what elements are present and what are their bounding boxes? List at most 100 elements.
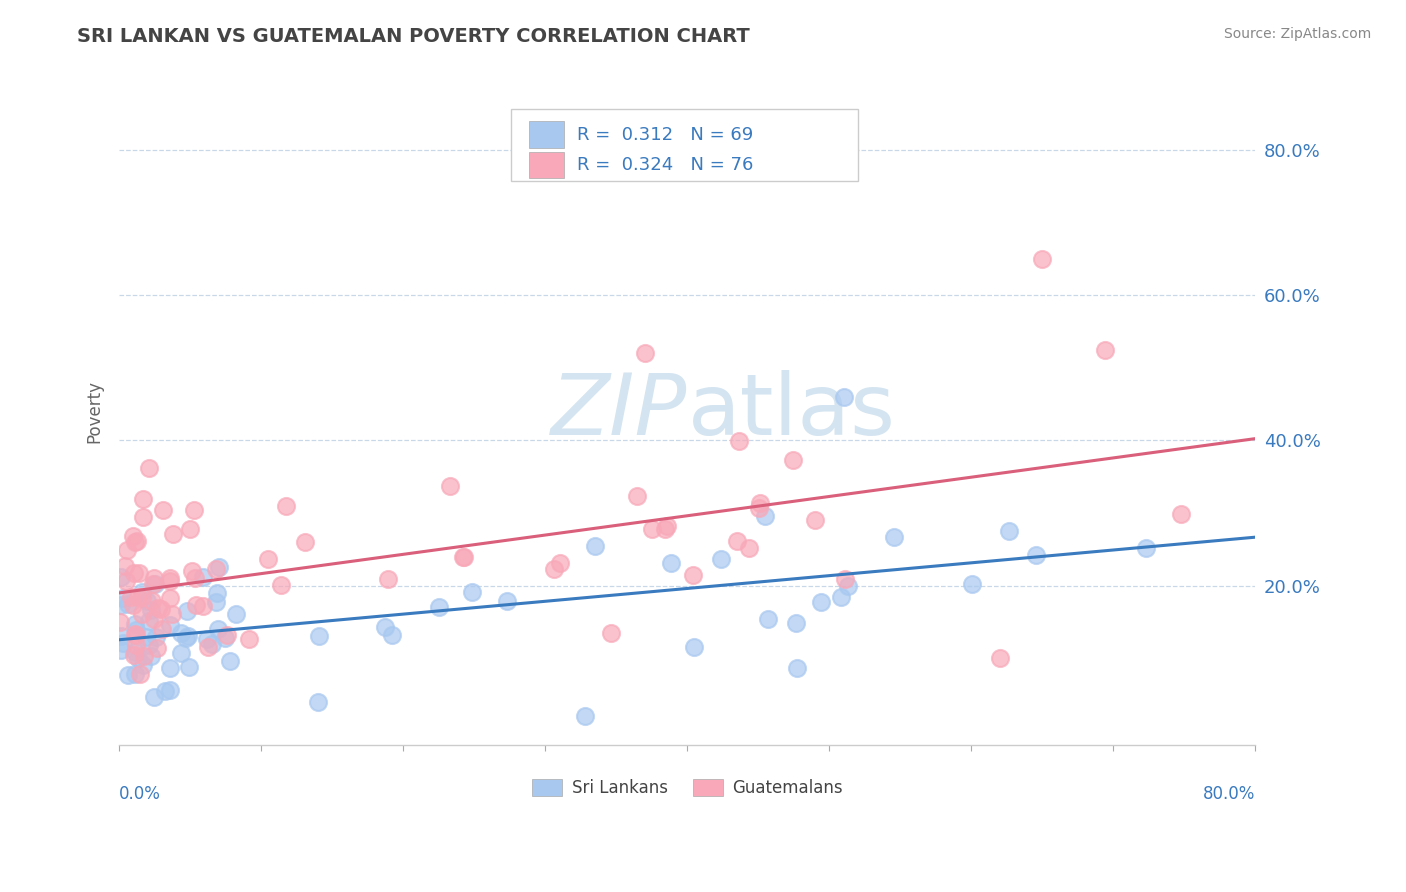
Point (738, 541, 761, 555)
Point (176, 605, 198, 619)
Point (170, 646, 193, 660)
Point (159, 661, 181, 675)
Point (207, 622, 229, 636)
Point (124, 535, 146, 549)
Point (159, 591, 181, 606)
Point (139, 603, 162, 617)
Point (114, 558, 136, 573)
Point (1025, 548, 1047, 562)
Point (131, 590, 153, 604)
Point (883, 530, 905, 544)
Point (1135, 541, 1157, 555)
Point (177, 660, 200, 674)
FancyBboxPatch shape (530, 152, 564, 178)
Point (238, 632, 260, 646)
Point (129, 667, 152, 681)
Point (710, 552, 733, 566)
Point (117, 543, 139, 558)
Point (654, 522, 676, 536)
Point (204, 562, 226, 576)
Point (381, 628, 404, 642)
Point (197, 640, 219, 655)
Point (270, 577, 292, 591)
Point (141, 594, 163, 608)
Text: atlas: atlas (688, 370, 896, 453)
Point (543, 562, 565, 576)
Point (114, 574, 136, 588)
Point (1094, 343, 1116, 357)
Point (159, 617, 181, 632)
Point (142, 577, 165, 591)
Point (159, 571, 181, 585)
Point (214, 631, 236, 645)
Point (132, 657, 155, 672)
Point (125, 628, 148, 642)
FancyBboxPatch shape (512, 109, 858, 181)
Point (294, 534, 316, 549)
Point (439, 479, 461, 493)
Point (785, 616, 807, 631)
Point (183, 571, 205, 585)
Point (988, 651, 1011, 665)
Point (641, 522, 664, 536)
Point (160, 607, 183, 621)
Text: Source: ZipAtlas.com: Source: ZipAtlas.com (1223, 27, 1371, 41)
Y-axis label: Poverty: Poverty (86, 380, 103, 442)
Point (127, 651, 149, 665)
Point (132, 510, 155, 524)
Point (162, 526, 184, 541)
Point (143, 571, 166, 585)
Point (832, 390, 855, 404)
Point (225, 607, 247, 621)
Point (128, 566, 150, 580)
Point (373, 620, 395, 634)
Point (122, 566, 145, 580)
Point (308, 629, 330, 643)
Point (307, 695, 329, 709)
Point (108, 615, 131, 629)
Point (191, 599, 214, 613)
Point (810, 595, 832, 609)
Point (120, 591, 142, 605)
Text: R =  0.324   N = 76: R = 0.324 N = 76 (578, 156, 754, 174)
Point (122, 648, 145, 662)
Point (830, 590, 852, 604)
Point (110, 629, 132, 643)
Point (139, 648, 162, 663)
Point (834, 572, 856, 586)
Point (748, 501, 770, 516)
Point (728, 434, 751, 448)
Text: SRI LANKAN VS GUATEMALAN POVERTY CORRELATION CHART: SRI LANKAN VS GUATEMALAN POVERTY CORRELA… (77, 27, 749, 45)
Point (453, 549, 475, 564)
Point (682, 568, 704, 582)
Point (131, 607, 153, 622)
Point (181, 564, 204, 578)
Point (110, 570, 132, 584)
Point (215, 628, 238, 642)
Legend: Sri Lankans, Guatemalans: Sri Lankans, Guatemalans (524, 772, 849, 804)
Point (111, 591, 134, 605)
Point (626, 489, 648, 503)
Point (131, 584, 153, 599)
Point (174, 631, 197, 645)
Point (124, 644, 146, 658)
Point (218, 654, 240, 668)
Point (159, 574, 181, 589)
Point (179, 522, 201, 536)
Point (127, 590, 149, 604)
Point (110, 643, 132, 657)
Point (146, 640, 169, 655)
Point (461, 585, 484, 599)
Point (756, 611, 779, 625)
Point (453, 550, 475, 565)
Point (125, 533, 148, 548)
Point (143, 576, 166, 591)
Text: 0.0%: 0.0% (120, 785, 162, 804)
Point (754, 509, 776, 524)
Text: R =  0.312   N = 69: R = 0.312 N = 69 (578, 126, 754, 144)
Point (782, 452, 804, 467)
Point (170, 625, 193, 640)
Point (550, 556, 572, 570)
Point (837, 579, 859, 593)
Point (191, 570, 214, 584)
